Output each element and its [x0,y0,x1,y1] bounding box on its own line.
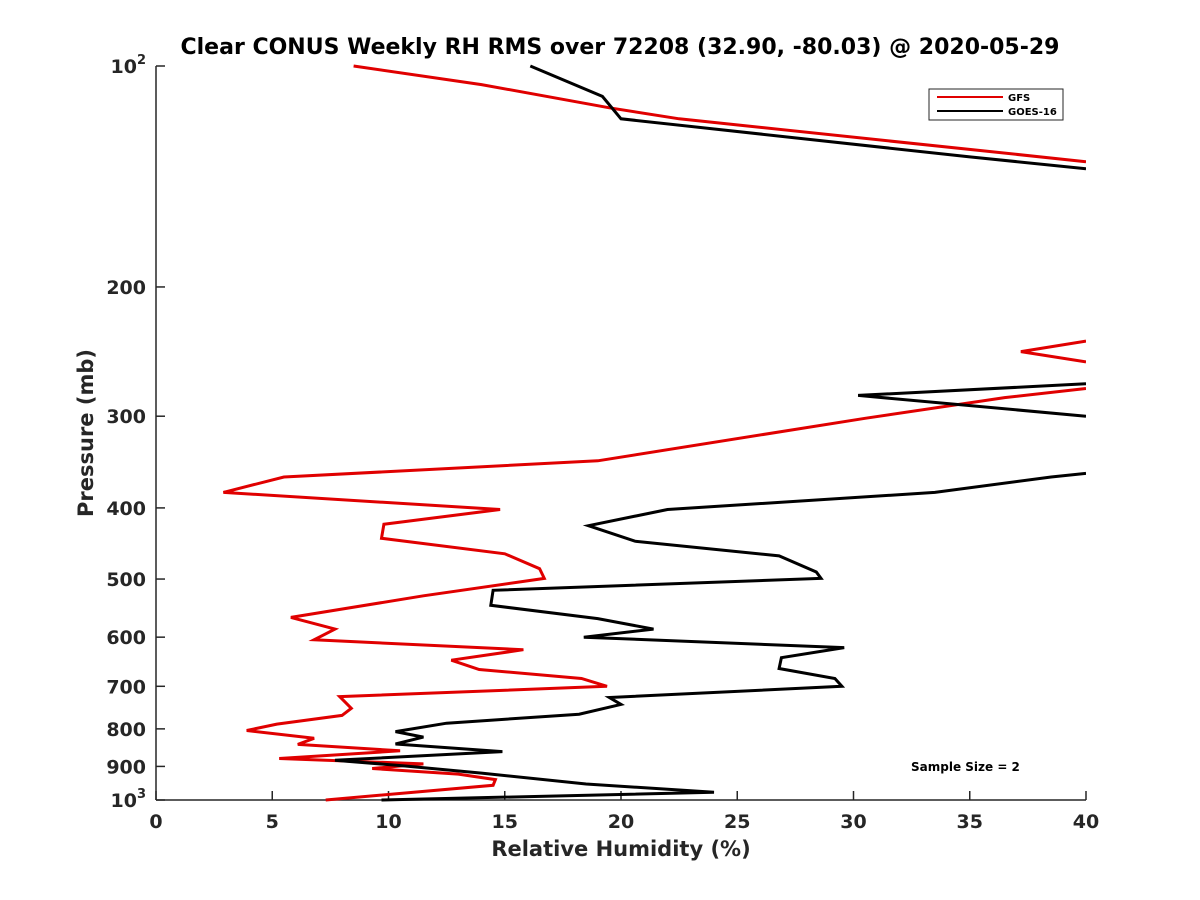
y-tick-label: 500 [106,569,146,591]
y-tick-label: 103 [111,787,147,812]
legend-box [928,88,1064,121]
y-tick-label: 600 [106,627,146,649]
series-line-segment [223,387,1086,802]
sample-size-annotation: Sample Size = 2 [911,760,1020,774]
series-line-segment [1020,339,1086,364]
x-tick-label: 30 [840,811,866,833]
x-tick-label: 35 [957,811,983,833]
x-axis-title: Relative Humidity (%) [491,837,750,861]
x-tick-label: 20 [608,811,634,833]
legend-label-goes16: GOES-16 [1008,107,1057,118]
y-tick-label: 900 [106,756,146,778]
series-line-segment [334,471,1086,802]
legend-label-gfs: GFS [1008,93,1030,104]
y-tick-label: 300 [106,406,146,428]
chart-title: Clear CONUS Weekly RH RMS over 72208 (32… [181,35,1060,60]
y-tick-label: 400 [106,498,146,520]
x-ticks: 0 5 10 15 20 25 30 35 40 [149,791,1099,833]
axes [155,66,1086,801]
x-tick-label: 40 [1073,811,1099,833]
y-axis-title: Pressure (mb) [74,349,98,517]
x-tick-label: 15 [492,811,518,833]
y-ticks: 102 200 300 400 500 600 700 800 900 103 [106,53,165,812]
x-tick-label: 25 [724,811,750,833]
series-line-segment [529,64,1086,171]
y-tick-label: 200 [106,277,146,299]
series-goes-16 [334,64,1086,802]
series-line-segment [857,382,1086,418]
x-tick-label: 5 [266,811,279,833]
series-layer [223,64,1086,802]
x-tick-label: 0 [149,811,162,833]
y-tick-label: 102 [111,53,147,78]
y-tick-label: 800 [106,719,146,741]
series-gfs [223,64,1086,802]
series-line-segment [353,64,1086,164]
x-tick-label: 10 [375,811,401,833]
legend: GFS GOES-16 [928,88,1064,121]
y-tick-label: 700 [106,676,146,698]
